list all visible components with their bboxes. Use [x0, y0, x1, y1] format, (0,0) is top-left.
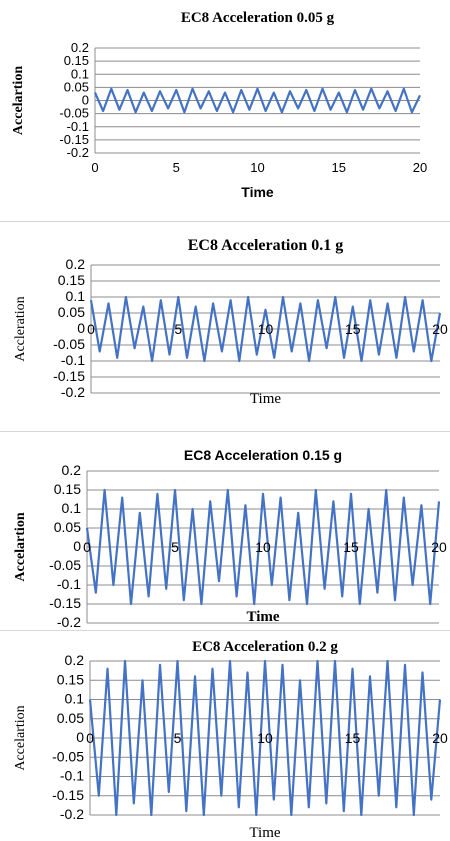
x-tick-label: 5 — [174, 730, 182, 746]
y-tick-label: 0 — [76, 729, 84, 745]
y-tick-label: 0.05 — [58, 304, 85, 320]
y-tick-label: -0.2 — [67, 145, 89, 160]
y-tick-label: 0 — [77, 320, 85, 336]
x-axis-label: Time — [246, 609, 279, 625]
y-tick-label: -0.1 — [60, 768, 84, 784]
chart-panel-4: EC8 Acceleration 0.2 g0.20.150.10.050-0.… — [0, 636, 450, 841]
x-tick-label: 5 — [171, 539, 179, 555]
y-tick-label: 0.1 — [71, 66, 89, 81]
y-tick-label: -0.2 — [61, 384, 85, 400]
chart-panel-3: EC8 Acceleration 0.15 g0.20.150.10.050-0… — [0, 435, 450, 628]
chart-title: EC8 Acceleration 0.2 g — [192, 639, 338, 655]
x-axis-label: Time — [249, 825, 280, 841]
chart-panel-1: EC8 Acceleration 0.05 g0.20.150.10.050-0… — [0, 0, 450, 220]
y-tick-label: -0.05 — [53, 336, 85, 352]
y-tick-label: 0.15 — [64, 53, 89, 68]
x-tick-label: 20 — [413, 160, 427, 175]
y-tick-label: 0.1 — [65, 691, 85, 707]
chart-title: EC8 Acceleration 0.15 g — [184, 447, 342, 463]
y-tick-label: 0.1 — [62, 500, 82, 516]
y-tick-label: 0.2 — [62, 462, 82, 478]
x-tick-label: 20 — [431, 539, 447, 555]
x-tick-label: 0 — [87, 321, 95, 337]
y-tick-label: 0 — [82, 93, 89, 108]
x-tick-label: 0 — [86, 730, 94, 746]
y-tick-label: -0.05 — [52, 748, 84, 764]
y-tick-label: -0.1 — [67, 119, 89, 134]
series-line-1 — [85, 488, 441, 606]
x-tick-label: 15 — [345, 730, 361, 746]
y-tick-label: 0.05 — [57, 710, 84, 726]
chart-title: EC8 Acceleration 0.05 g — [181, 10, 335, 26]
y-tick-label: -0.2 — [57, 614, 81, 628]
y-tick-label: 0.2 — [65, 652, 85, 668]
x-tick-label: 5 — [173, 160, 180, 175]
series-line-1 — [89, 295, 442, 363]
y-tick-label: -0.15 — [52, 787, 84, 803]
y-tick-label: -0.05 — [49, 557, 81, 573]
x-tick-label: 10 — [258, 321, 274, 337]
x-tick-label: 20 — [432, 730, 448, 746]
chart-panel-2: EC8 Acceleration 0.1 g0.20.150.10.050-0.… — [0, 225, 450, 430]
y-tick-label: -0.1 — [61, 352, 85, 368]
y-axis-label: Accelartion — [13, 705, 28, 770]
series-line-1 — [93, 87, 421, 114]
y-tick-label: -0.15 — [53, 368, 85, 384]
y-axis-label: Accelartion — [11, 66, 26, 135]
y-tick-label: 0.15 — [54, 481, 81, 497]
y-axis-label: Accleration — [13, 296, 28, 361]
y-tick-label: 0.2 — [66, 256, 86, 272]
y-tick-label: 0.05 — [54, 519, 81, 535]
y-tick-label: 0 — [73, 538, 81, 554]
x-tick-label: 5 — [174, 321, 182, 337]
y-tick-label: -0.15 — [49, 595, 81, 611]
x-axis-label: Time — [250, 391, 281, 407]
y-tick-label: 0.1 — [66, 288, 86, 304]
panel-divider-3 — [0, 630, 450, 631]
y-axis-label: Accelartion — [13, 512, 28, 581]
x-tick-label: 10 — [257, 730, 273, 746]
y-tick-label: 0.15 — [57, 671, 84, 687]
x-tick-label: 15 — [343, 539, 359, 555]
x-tick-label: 0 — [91, 160, 98, 175]
x-tick-label: 0 — [83, 539, 91, 555]
y-tick-label: 0.05 — [64, 79, 89, 94]
series-line-1 — [88, 659, 442, 817]
x-axis-label: Time — [241, 184, 274, 200]
panel-divider-2 — [0, 431, 450, 432]
y-tick-label: -0.2 — [60, 806, 84, 822]
y-tick-label: -0.05 — [59, 106, 89, 121]
y-tick-label: 0.2 — [71, 40, 89, 55]
x-tick-label: 20 — [432, 321, 448, 337]
chart-title: EC8 Acceleration 0.1 g — [188, 237, 344, 254]
panel-divider-1 — [0, 221, 450, 222]
x-tick-label: 15 — [332, 160, 346, 175]
y-tick-label: -0.1 — [57, 576, 81, 592]
y-tick-label: -0.15 — [59, 132, 89, 147]
x-tick-label: 10 — [255, 539, 271, 555]
x-tick-label: 10 — [250, 160, 264, 175]
y-tick-label: 0.15 — [58, 272, 85, 288]
x-tick-label: 15 — [345, 321, 361, 337]
